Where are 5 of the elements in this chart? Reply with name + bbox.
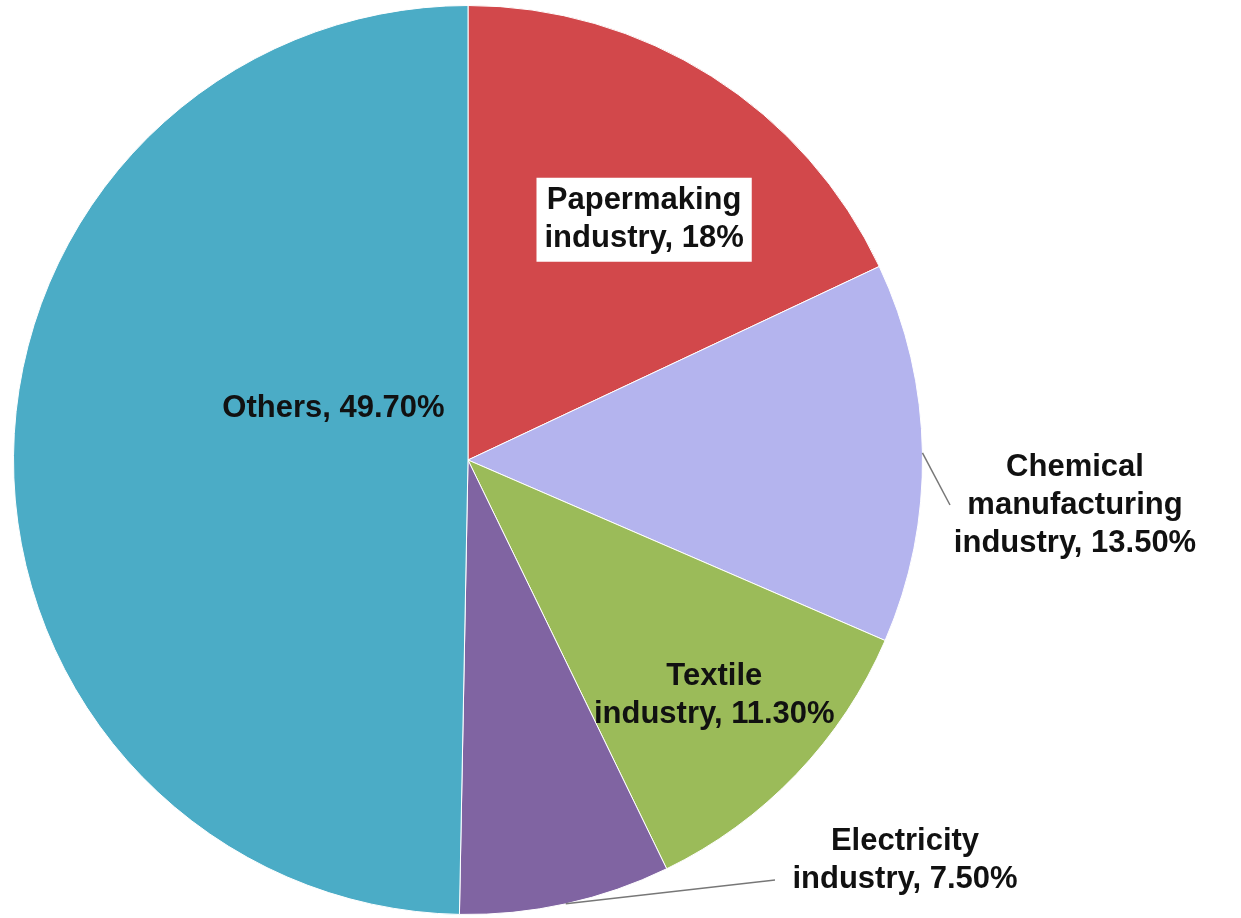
slice-label: Others, 49.70% [222,388,445,424]
slice-label: Papermaking industry, 18% [544,181,744,255]
slice-label: Electricity industry, 7.50% [792,821,1018,895]
slice-label: Chemical manufacturing industry, 13.50% [953,447,1197,559]
slice-label: Textile industry, 11.30% [593,657,835,731]
